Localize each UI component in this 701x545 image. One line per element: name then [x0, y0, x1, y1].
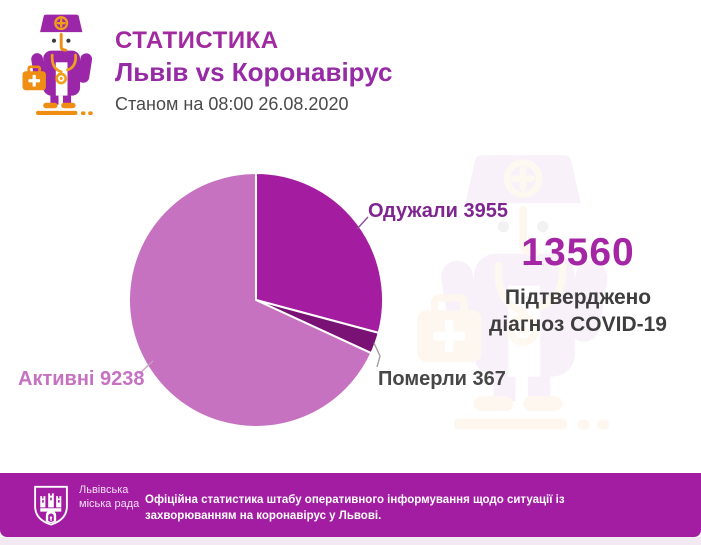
pie-slice-recovered — [255, 172, 384, 334]
leader-lines-group — [138, 216, 381, 375]
confirmed-caption: Підтверджено діагноз COVID-19 — [489, 286, 667, 336]
leader-line-died — [373, 342, 381, 368]
footer-bar: Львівська міська рада Офіційна статистик… — [0, 473, 701, 537]
footer-statement: Офіційна статистика штабу оперативного і… — [145, 494, 565, 522]
confirmed-number: 13560 — [521, 231, 635, 274]
lviv-city-council-emblem-icon — [34, 485, 68, 526]
pie-slices-group — [128, 172, 384, 428]
leader-line-recovered — [356, 216, 369, 230]
leader-line-active — [138, 360, 154, 375]
org-name: Львівська міська рада — [79, 484, 140, 510]
pie-slice-active — [128, 172, 373, 428]
as-of-date: Станом на 08:00 26.08.2020 — [115, 94, 349, 114]
page-subtitle: Львів vs Коронавірус — [115, 57, 393, 87]
page-title: СТАТИСТИКА — [115, 27, 279, 54]
pie-label-active: Активні 9238 — [18, 368, 145, 390]
pie-label-died: Померли 367 — [378, 368, 506, 390]
pie-label-recovered: Одужали 3955 — [368, 200, 508, 222]
